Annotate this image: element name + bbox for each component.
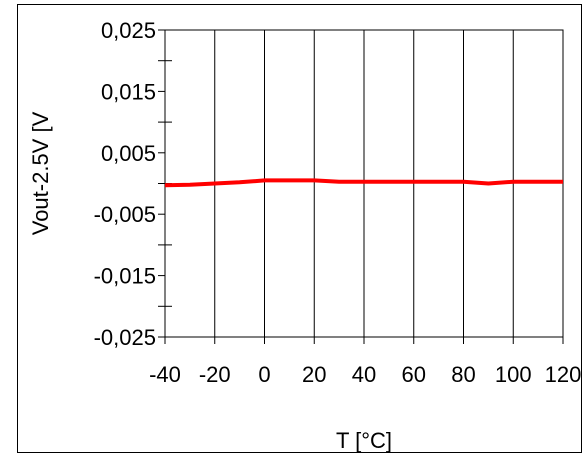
data-point [339,181,340,182]
x-tick-label: 100 [495,362,532,387]
y-tick-label: 0,005 [101,141,156,166]
y-tick-label: -0,005 [94,202,156,227]
x-tick-label: 80 [451,362,475,387]
chart-border [17,4,582,453]
y-tick-label: -0,015 [94,264,156,289]
data-point [413,181,414,182]
data-point [438,181,439,182]
data-point [538,181,539,182]
x-tick-label: -40 [149,362,181,387]
data-point [314,180,315,181]
x-tick-label: 60 [402,362,426,387]
data-point [488,183,489,184]
y-tick-label: 0,015 [101,79,156,104]
x-tick-label: 0 [258,362,270,387]
x-tick-label: -20 [199,362,231,387]
data-point [239,182,240,183]
y-tick-label: 0,025 [101,18,156,43]
data-point [513,181,514,182]
data-point [563,181,564,182]
data-point [463,181,464,182]
data-point [214,183,215,184]
series-line [164,178,563,188]
data-point [189,184,190,185]
x-tick-label: 40 [352,362,376,387]
y-tick-label: -0,025 [94,325,156,350]
data-point [165,185,166,186]
data-point [364,181,365,182]
data-point [264,180,265,181]
x-axis-title: T [°C] [336,428,392,453]
x-tick-label: 120 [545,362,582,387]
y-axis-title: Vout-2.5V [V [28,111,53,235]
x-tick-label: 20 [302,362,326,387]
data-point [388,181,389,182]
data-point [289,180,290,181]
